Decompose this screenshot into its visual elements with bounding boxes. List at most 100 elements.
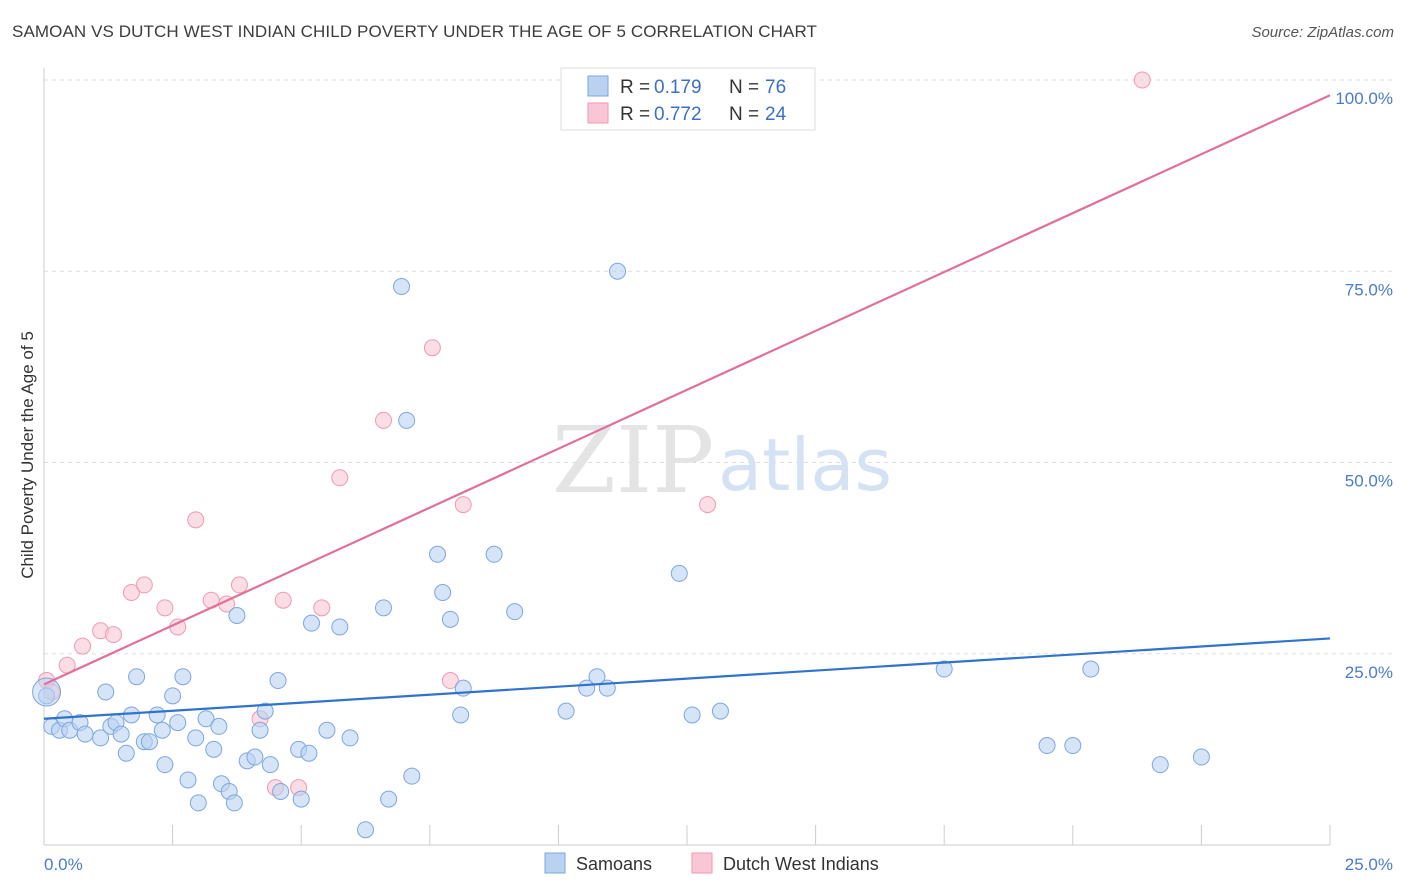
samoans-point (1038, 737, 1056, 755)
samoans-point (251, 721, 269, 739)
samoans-point (506, 603, 524, 621)
tick-labels: 25.0% 50.0% 75.0% 100.0% 0.0% 25.0% (44, 89, 1393, 874)
series-legend-label-dutch: Dutch West Indians (723, 854, 879, 874)
dutch-point (135, 576, 153, 594)
samoans-point (197, 710, 215, 728)
samoans-point (269, 672, 287, 690)
samoans-point (128, 668, 146, 686)
samoans-point (485, 545, 503, 563)
stats-legend: R = 0.179 N = 76 R = 0.772 N = 24 (560, 67, 816, 131)
samoans-point (174, 668, 192, 686)
samoans-point (935, 660, 953, 678)
samoans-point (403, 767, 421, 785)
samoans-point (609, 262, 627, 280)
samoans-point (1151, 756, 1169, 774)
dutch-point (1133, 71, 1151, 89)
samoans-point (169, 714, 187, 732)
samoans-point (380, 790, 398, 808)
dutch-point (454, 496, 472, 514)
samoans-point (225, 794, 243, 812)
series-legend-label-samoans: Samoans (576, 854, 652, 874)
legend-r-label-1: R = (620, 77, 650, 98)
samoans-point (153, 721, 171, 739)
series-legend-swatch-samoans (544, 852, 566, 874)
samoans-point (32, 677, 62, 707)
y-tick-label: 100.0% (1335, 89, 1393, 108)
samoans-point (434, 584, 452, 602)
samoans-point (452, 706, 470, 724)
legend-r-value-1: 0.179 (654, 77, 702, 98)
samoans-point (261, 756, 279, 774)
legend-n-label-2: N = (729, 104, 759, 125)
samoans-trend-line (43, 637, 1331, 720)
dutch-point (375, 411, 393, 429)
samoans-point (375, 599, 393, 617)
dutch-point (313, 599, 331, 617)
samoans-point (228, 607, 246, 624)
dutch-point (187, 511, 205, 529)
dutch-point (122, 584, 140, 602)
legend-r-value-2: 0.772 (654, 104, 702, 125)
dutch-point (104, 626, 122, 644)
samoans-point (156, 756, 174, 774)
gridlines (44, 79, 1393, 655)
samoans-point (164, 687, 182, 705)
samoans-point (398, 411, 416, 429)
legend-n-label-1: N = (729, 77, 759, 98)
samoans-point (179, 771, 197, 789)
trend-lines (43, 94, 1331, 720)
y-tick-label: 50.0% (1345, 472, 1393, 491)
samoans-point (140, 733, 158, 751)
dutch-point (230, 576, 248, 594)
y-tick-label: 25.0% (1345, 663, 1393, 682)
watermark-atlas: atlas (718, 423, 892, 507)
samoans-point (683, 706, 701, 724)
samoans-point (148, 706, 166, 724)
samoans-point (302, 614, 320, 632)
samoans-point (441, 610, 459, 628)
dutch-point (441, 672, 459, 690)
dutch-point (274, 591, 292, 609)
samoans-point (331, 618, 349, 636)
samoans-point (122, 706, 140, 724)
legend-r-label-2: R = (620, 104, 650, 125)
samoans-point (272, 782, 290, 800)
samoans-point (557, 702, 575, 720)
legend-n-value-2: 24 (765, 104, 787, 125)
samoans-point (189, 794, 207, 812)
legend-swatch-dutch (587, 102, 609, 124)
samoans-point (117, 744, 135, 762)
dutch-point (74, 637, 92, 655)
chart-source: Source: ZipAtlas.com (1251, 24, 1394, 41)
samoans-point (318, 721, 336, 739)
samoans-point (92, 729, 110, 747)
samoans-point (292, 790, 310, 808)
dutch-point (699, 496, 717, 514)
watermark-zip: ZIP (552, 407, 714, 514)
dutch-trend-line (43, 94, 1331, 686)
samoans-point (210, 717, 228, 735)
samoans-point (76, 725, 94, 743)
y-tick-label: 75.0% (1345, 280, 1393, 299)
x-tick-label: 0.0% (44, 855, 83, 874)
samoans-point (300, 744, 318, 762)
samoans-point (1064, 737, 1082, 755)
samoans-point (1192, 748, 1210, 766)
samoans-point (711, 702, 729, 720)
chart-title: SAMOAN VS DUTCH WEST INDIAN CHILD POVERT… (12, 22, 818, 41)
y-axis-title: Child Poverty Under the Age of 5 (18, 331, 37, 579)
samoans-point (1082, 660, 1100, 678)
samoans-point (670, 564, 688, 582)
dutch-point (331, 469, 349, 487)
samoans-point (187, 729, 205, 747)
watermark: ZIP atlas (552, 407, 892, 514)
samoans-point (112, 725, 130, 743)
samoans-point (256, 702, 274, 720)
x-tick-label: 25.0% (1345, 855, 1393, 874)
legend-n-value-1: 76 (765, 77, 786, 98)
samoans-point (205, 740, 223, 758)
samoans-point (429, 545, 447, 563)
samoans-point (97, 683, 115, 701)
dutch-point (156, 599, 174, 617)
